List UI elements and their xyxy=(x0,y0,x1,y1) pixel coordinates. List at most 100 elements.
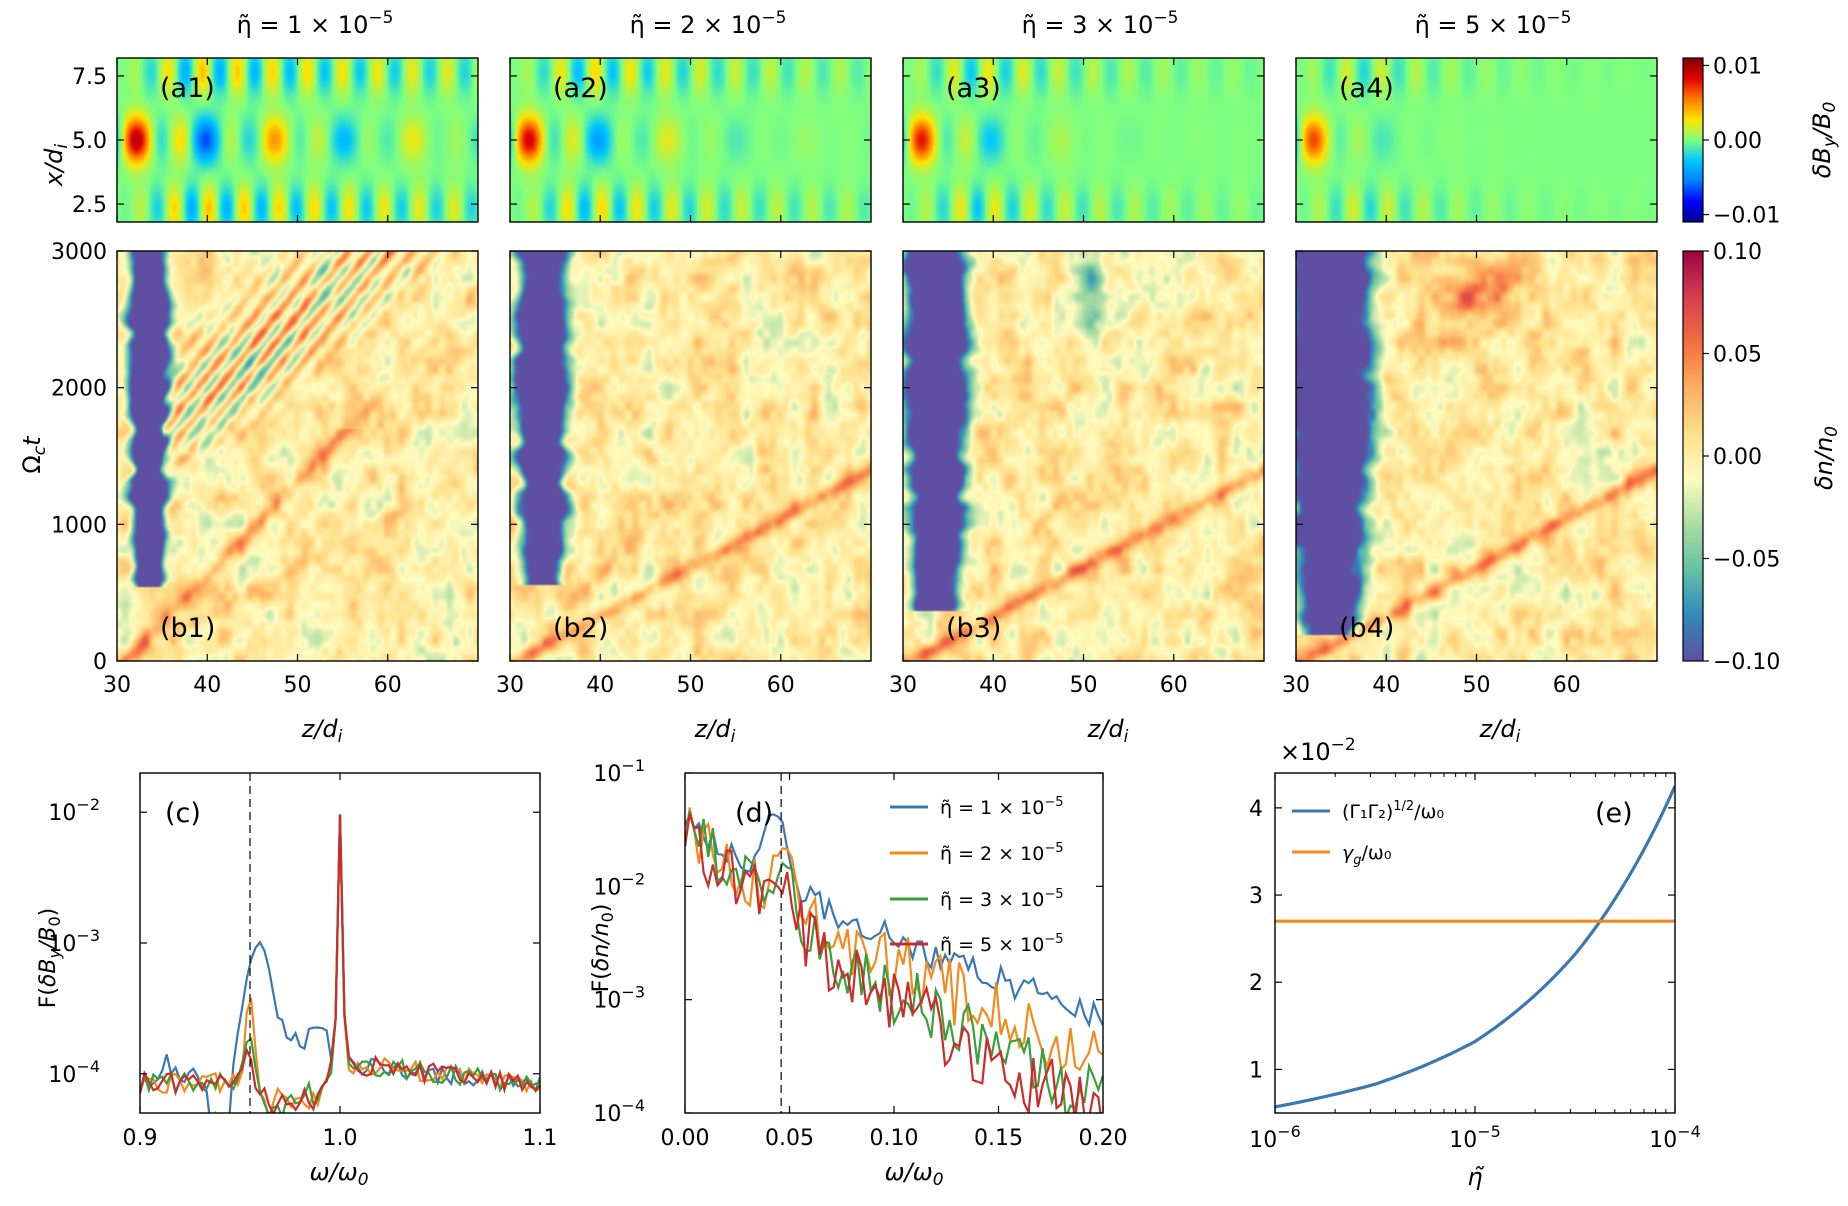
legend-e-label-1: (Γ₁Γ₂)1/2/ω₀ xyxy=(1342,799,1444,823)
d-xtick-label: 0.05 xyxy=(765,1126,814,1151)
density-heatmap-1 xyxy=(117,251,478,661)
density-heatmap-3 xyxy=(903,251,1264,661)
growth-rate-plot: 10−6 10−5 10−4 1 2 3 4 xyxy=(1249,772,1701,1153)
legend-e: (Γ₁Γ₂)1/2/ω₀ γg/ω₀ xyxy=(1292,799,1444,868)
xlabel-b4: z/di xyxy=(1479,715,1521,747)
e-series-1 xyxy=(1275,785,1675,1109)
legend-d: η̃ = 1 × 10−5 η̃ = 2 × 10−5 η̃ = 3 × 10−… xyxy=(890,795,1063,956)
c-series-3 xyxy=(140,814,540,1113)
c-series xyxy=(140,814,540,1113)
by-colorbar xyxy=(1682,57,1704,223)
b-ytick-label: 0 xyxy=(93,650,107,675)
d-xtick-label: 0.00 xyxy=(661,1126,710,1151)
b-xtick-label: 60 xyxy=(1553,673,1581,698)
panel-label-b1: (b1) xyxy=(160,613,215,644)
b-xtick-label: 30 xyxy=(103,673,131,698)
e-ytick-label: 2 xyxy=(1249,971,1263,996)
a-ytick-label: 5.0 xyxy=(72,129,107,154)
density-heatmaps xyxy=(117,251,1657,661)
panel-label-e: (e) xyxy=(1595,798,1633,829)
a-ytick-label: 2.5 xyxy=(72,193,107,218)
d-xtick-label: 0.20 xyxy=(1079,1126,1128,1151)
b-xtick-label: 30 xyxy=(1282,673,1310,698)
panel-label-a4: (a4) xyxy=(1339,73,1394,104)
e-multiplier: ×10−2 xyxy=(1280,735,1356,766)
e-xtick-label: 10−6 xyxy=(1249,1122,1301,1153)
b-xtick-label: 40 xyxy=(586,673,614,698)
panel-label-a3: (a3) xyxy=(946,73,1001,104)
cbar-a-label: δBy/B0 xyxy=(1808,102,1840,179)
a-ytick-label: 7.5 xyxy=(72,65,107,90)
density-colorbar-tick-label: 0.10 xyxy=(1713,240,1762,265)
colorbars: 0.01 0.00 −0.01 0.10 0.05 0.00 −0.05 −0.10 xyxy=(1682,54,1780,675)
e-ytick-label: 4 xyxy=(1249,797,1263,822)
legend-d-label-3: η̃ = 3 × 10−5 xyxy=(940,887,1063,911)
by-heatmap-3 xyxy=(903,58,1264,222)
by-heatmap-4 xyxy=(1296,58,1657,222)
e-ytick-label: 1 xyxy=(1249,1058,1263,1083)
panel-label-b3: (b3) xyxy=(946,613,1001,644)
panel-labels-b: (b1) (b2) (b3) (b4) xyxy=(160,613,1394,644)
b-row-ylabel: Ωct xyxy=(18,435,50,474)
b-ytick-label: 2000 xyxy=(51,377,107,402)
e-series xyxy=(1275,785,1675,1109)
title-a1: η̃ = 1 × 10−5 xyxy=(237,8,394,39)
by-heatmap-2 xyxy=(510,58,871,222)
c-ytick-label: 10−3 xyxy=(48,926,100,957)
title-a4: η̃ = 5 × 10−5 xyxy=(1415,8,1572,39)
b-xtick-label: 60 xyxy=(374,673,402,698)
xlabel-b2: z/di xyxy=(694,715,736,747)
c-series-4 xyxy=(140,814,540,1113)
e-xtick-label: 10−5 xyxy=(1449,1122,1501,1153)
b-xtick-label: 50 xyxy=(284,673,312,698)
title-a2: η̃ = 2 × 10−5 xyxy=(630,8,787,39)
d-xtick-label: 0.15 xyxy=(974,1126,1023,1151)
d-xtick-label: 0.10 xyxy=(870,1126,919,1151)
b-xtick-label: 40 xyxy=(979,673,1007,698)
b-ytick-label: 3000 xyxy=(51,240,107,265)
panel-labels-a: (a1) (a2) (a3) (a4) xyxy=(160,73,1394,104)
density-colorbar-tick-label: −0.05 xyxy=(1713,548,1780,573)
xlabel-b1: z/di xyxy=(301,715,343,747)
legend-d-label-4: η̃ = 5 × 10−5 xyxy=(940,932,1063,956)
by-heatmap-1 xyxy=(117,58,478,222)
panel-label-b4: (b4) xyxy=(1339,613,1394,644)
c-ytick-label: 10−4 xyxy=(48,1057,100,1088)
e-xlabel: η̃ xyxy=(1467,1163,1484,1191)
b-ytick-label: 1000 xyxy=(51,513,107,538)
b-xtick-label: 30 xyxy=(889,673,917,698)
by-heatmaps xyxy=(117,58,1657,222)
d-ylabel: F(δn/n0) xyxy=(589,904,617,993)
panel-label-b2: (b2) xyxy=(553,613,608,644)
e-ytick-label: 3 xyxy=(1249,884,1263,909)
density-heatmap-4 xyxy=(1296,251,1657,661)
a-row-ylabel: x/di xyxy=(40,144,72,188)
legend-e-label-2: γg/ω₀ xyxy=(1342,842,1391,868)
density-colorbar xyxy=(1682,250,1704,662)
title-a3: η̃ = 3 × 10−5 xyxy=(1022,8,1179,39)
b-xtick-label: 60 xyxy=(767,673,795,698)
e-xtick-label: 10−4 xyxy=(1649,1122,1701,1153)
d-ytick-label: 10−4 xyxy=(593,1096,645,1127)
by-colorbar-tick-label: 0.00 xyxy=(1713,129,1762,154)
b-xtick-label: 40 xyxy=(1372,673,1400,698)
density-colorbar-tick-label: −0.10 xyxy=(1713,650,1780,675)
d-ytick-label: 10−1 xyxy=(593,756,645,787)
c-ylabel: F(δBy/B0) xyxy=(36,908,64,1009)
density-colorbar-tick-label: 0.05 xyxy=(1713,343,1762,368)
b-xtick-label: 50 xyxy=(1463,673,1491,698)
c-ytick-label: 10−2 xyxy=(48,795,100,826)
spectrum-density-plot: 0.00 0.05 0.10 0.15 0.20 10−1 10−2 10−3 10−4 xyxy=(593,756,1127,1151)
legend-d-label-1: η̃ = 1 × 10−5 xyxy=(940,795,1063,819)
panel-label-a2: (a2) xyxy=(553,73,608,104)
density-colorbar-tick-label: 0.00 xyxy=(1713,445,1762,470)
by-colorbar-tick-label: 0.01 xyxy=(1713,54,1762,79)
c-xtick-label: 1.0 xyxy=(323,1126,358,1151)
density-heatmap-2 xyxy=(510,251,871,661)
c-xtick-label: 0.9 xyxy=(123,1126,158,1151)
panel-label-c: (c) xyxy=(165,798,201,829)
legend-d-label-2: η̃ = 2 × 10−5 xyxy=(940,841,1063,865)
b-xtick-label: 60 xyxy=(1160,673,1188,698)
